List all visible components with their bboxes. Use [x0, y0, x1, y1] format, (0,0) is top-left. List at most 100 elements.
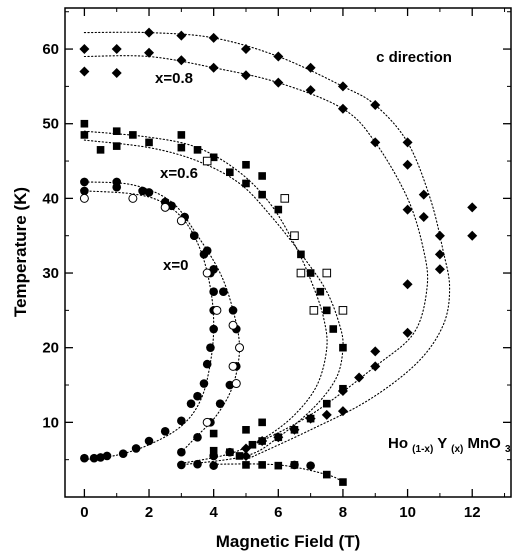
data-point-filled-square — [258, 418, 266, 427]
data-point-filled-square — [316, 287, 325, 296]
data-point-filled-circle — [186, 399, 196, 408]
data-point-filled-circle — [112, 177, 122, 187]
data-point-filled-circle — [228, 306, 238, 315]
data-point-filled-diamond — [240, 44, 251, 55]
y-tick-label: 60 — [42, 41, 59, 58]
data-point-filled-circle — [209, 461, 218, 470]
data-point-filled-diamond — [370, 137, 381, 148]
formula-mno: MnO — [468, 435, 502, 452]
data-point-filled-square — [258, 172, 266, 180]
data-point-filled-circle — [177, 460, 186, 470]
x-tick-label: 12 — [464, 504, 481, 521]
data-point-filled-diamond — [79, 44, 90, 55]
data-point-filled-diamond — [208, 62, 219, 73]
x-axis-title: Magnetic Field (T) — [216, 532, 361, 551]
data-point-filled-diamond — [273, 51, 284, 62]
y-axis-title: Temperature (K) — [11, 187, 30, 317]
data-point-filled-square — [226, 168, 234, 177]
formula-sub-3: 3 — [505, 444, 511, 455]
data-point-filled-circle — [209, 264, 218, 274]
data-point-filled-circle — [199, 379, 209, 388]
data-point-filled-diamond — [337, 406, 348, 417]
data-point-open-square — [202, 156, 212, 166]
data-point-filled-circle — [144, 436, 154, 446]
x-tick-label: 2 — [145, 504, 153, 521]
x-tick-label: 0 — [80, 504, 88, 521]
x-tick-label: 6 — [274, 504, 282, 521]
y-tick-label: 30 — [42, 265, 59, 282]
data-point-filled-square — [112, 127, 121, 135]
data-point-open-square — [338, 306, 348, 315]
data-point-filled-diamond — [111, 44, 122, 55]
annotation-x-0: x=0 — [163, 257, 188, 274]
data-point-filled-diamond — [337, 103, 348, 114]
data-point-open-circle — [202, 417, 212, 427]
data-point-filled-square — [258, 461, 266, 469]
data-point-filled-square — [274, 205, 283, 214]
data-point-filled-square — [306, 269, 315, 277]
data-point-filled-square — [297, 250, 305, 259]
fit-curve — [213, 463, 344, 483]
data-point-filled-diamond — [434, 264, 445, 275]
data-point-filled-diamond — [257, 436, 268, 447]
data-point-open-square — [309, 306, 319, 315]
annotation-x-0.6: x=0.6 — [160, 165, 198, 182]
data-point-filled-circle — [202, 246, 212, 255]
plot-frame — [64, 7, 512, 498]
data-point-filled-circle — [189, 231, 199, 241]
data-point-filled-diamond — [305, 85, 316, 96]
formula-y: Y — [437, 435, 447, 452]
fit-curve — [83, 181, 241, 453]
data-point-filled-square — [193, 146, 202, 154]
data-point-filled-diamond — [402, 159, 413, 170]
data-point-filled-square — [177, 131, 186, 139]
data-point-filled-square — [80, 119, 89, 128]
fit-curve — [83, 190, 215, 461]
data-point-filled-circle — [102, 451, 112, 461]
fit-curve — [83, 31, 451, 461]
data-point-filled-square — [80, 131, 89, 139]
data-point-filled-diamond — [418, 189, 429, 200]
data-point-filled-circle — [80, 453, 89, 463]
data-point-filled-diamond — [240, 443, 251, 454]
data-point-filled-square — [322, 399, 331, 408]
data-point-filled-diamond — [305, 62, 316, 73]
data-point-filled-circle — [177, 416, 186, 426]
data-point-filled-circle — [131, 444, 141, 453]
data-point-filled-circle — [219, 287, 228, 296]
data-point-filled-diamond — [354, 372, 365, 383]
data-point-filled-square — [209, 446, 218, 455]
data-point-filled-diamond — [273, 77, 284, 88]
data-point-filled-square — [248, 440, 257, 449]
data-point-filled-square — [235, 452, 244, 460]
data-point-open-circle — [235, 343, 245, 353]
data-point-filled-diamond — [111, 67, 122, 78]
data-point-filled-diamond — [467, 230, 478, 241]
data-point-filled-diamond — [402, 204, 413, 215]
data-point-filled-circle — [177, 447, 186, 457]
data-point-filled-circle — [118, 449, 128, 458]
data-point-filled-circle — [89, 453, 99, 463]
y-tick-label: 40 — [42, 190, 59, 207]
y-tick-label: 20 — [42, 340, 59, 357]
data-point-filled-circle — [80, 186, 89, 196]
data-markers-group — [79, 27, 478, 486]
data-point-filled-square — [96, 146, 105, 154]
annotation-x-0.8: x=0.8 — [155, 70, 193, 87]
data-point-open-circle — [228, 320, 238, 330]
data-point-filled-diamond — [79, 66, 90, 77]
data-point-filled-square — [329, 325, 338, 333]
data-point-filled-diamond — [321, 409, 332, 420]
data-point-open-circle — [79, 193, 89, 203]
data-point-filled-square — [322, 306, 331, 315]
data-point-filled-square — [290, 461, 299, 469]
data-point-filled-diamond — [402, 327, 413, 338]
data-point-filled-diamond — [144, 27, 155, 38]
y-tick-label: 50 — [42, 116, 59, 133]
data-point-filled-square — [274, 461, 283, 470]
formula-ho: Ho — [388, 435, 408, 452]
annotation-c-direction: c direction — [376, 49, 452, 66]
data-point-filled-diamond — [418, 212, 429, 223]
data-point-filled-diamond — [176, 30, 187, 41]
